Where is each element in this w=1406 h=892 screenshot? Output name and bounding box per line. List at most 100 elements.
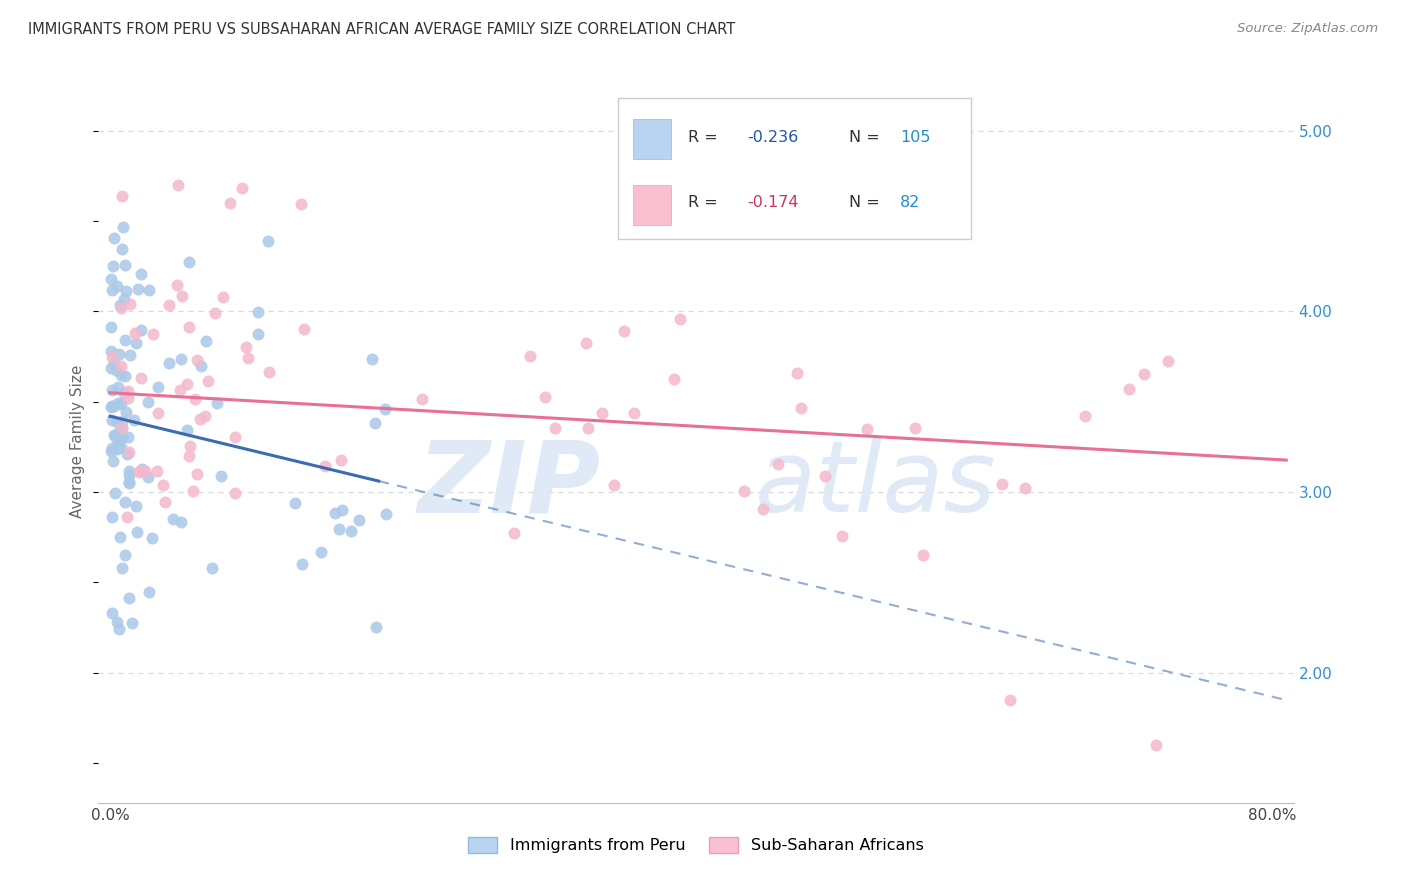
Point xyxy=(112,386,135,401)
Point xyxy=(100,320,122,334)
Text: R =: R = xyxy=(688,195,723,211)
Point xyxy=(290,197,312,211)
Point xyxy=(219,195,242,210)
Point xyxy=(1144,738,1167,752)
Point xyxy=(330,503,353,517)
Point xyxy=(991,477,1014,491)
Point xyxy=(749,143,772,157)
Point xyxy=(127,282,149,296)
Point xyxy=(105,415,128,429)
Point xyxy=(176,376,198,391)
Point xyxy=(1157,354,1180,368)
Point xyxy=(207,396,229,410)
Point xyxy=(591,406,613,420)
Point xyxy=(152,478,174,492)
Point xyxy=(118,591,141,606)
Point xyxy=(107,440,129,454)
Point xyxy=(111,561,134,575)
Point xyxy=(118,476,141,491)
Point xyxy=(503,525,526,540)
Text: N =: N = xyxy=(849,130,880,145)
Point xyxy=(183,392,205,406)
Point xyxy=(101,383,124,397)
Point xyxy=(613,324,636,338)
Point xyxy=(114,333,136,347)
Point xyxy=(224,430,246,444)
Point xyxy=(138,584,160,599)
Point xyxy=(115,510,138,524)
Point xyxy=(204,306,226,320)
Point xyxy=(100,360,122,375)
Point xyxy=(115,446,138,460)
Point xyxy=(519,349,541,363)
FancyBboxPatch shape xyxy=(619,98,972,239)
Point xyxy=(111,242,134,256)
Point xyxy=(364,416,387,430)
Point xyxy=(118,464,141,478)
Point xyxy=(104,363,127,377)
Point xyxy=(129,464,152,478)
Point xyxy=(603,477,626,491)
Point xyxy=(110,301,132,315)
Y-axis label: Average Family Size: Average Family Size xyxy=(70,365,86,518)
Point xyxy=(790,401,813,415)
Point xyxy=(127,524,149,539)
Text: 82: 82 xyxy=(900,195,921,211)
Point xyxy=(114,495,136,509)
Point xyxy=(1118,382,1140,396)
Point xyxy=(142,326,165,341)
Point xyxy=(134,464,156,478)
Point xyxy=(100,272,122,286)
Point xyxy=(190,359,212,373)
Point xyxy=(131,462,153,476)
Point xyxy=(347,513,370,527)
Point xyxy=(112,219,135,234)
Point xyxy=(1000,693,1022,707)
Point xyxy=(314,458,336,473)
Point xyxy=(110,397,132,411)
Text: IMMIGRANTS FROM PERU VS SUBSAHARAN AFRICAN AVERAGE FAMILY SIZE CORRELATION CHART: IMMIGRANTS FROM PERU VS SUBSAHARAN AFRIC… xyxy=(28,22,735,37)
Point xyxy=(108,347,131,361)
Point xyxy=(231,180,253,194)
Point xyxy=(159,356,181,370)
Point xyxy=(100,343,122,358)
Point xyxy=(924,217,946,231)
Point xyxy=(145,464,167,478)
Point xyxy=(108,530,131,544)
Point xyxy=(194,334,217,348)
Point xyxy=(330,453,353,467)
Point xyxy=(291,558,314,572)
Point xyxy=(101,350,124,364)
Point xyxy=(170,515,193,529)
Point xyxy=(117,384,139,398)
Point xyxy=(153,494,176,508)
Point xyxy=(197,374,219,388)
Point xyxy=(105,615,128,630)
Point xyxy=(224,486,246,500)
Point xyxy=(110,359,132,373)
Point xyxy=(194,409,217,423)
Point xyxy=(103,399,125,413)
Point xyxy=(235,340,257,354)
Point xyxy=(114,258,136,272)
Point xyxy=(181,484,204,499)
Point xyxy=(110,368,132,382)
Point xyxy=(170,289,193,303)
Point xyxy=(188,412,211,426)
Point xyxy=(911,548,934,562)
Point xyxy=(246,326,269,341)
Point xyxy=(107,622,129,636)
Point xyxy=(114,549,136,563)
Point xyxy=(141,531,163,545)
Point xyxy=(374,402,396,417)
Point xyxy=(101,283,124,297)
Point xyxy=(111,188,134,202)
Point xyxy=(124,326,146,340)
Point xyxy=(236,351,259,366)
Point xyxy=(1014,481,1036,495)
Point xyxy=(112,292,135,306)
Point xyxy=(257,234,280,248)
Point xyxy=(623,406,645,420)
Point xyxy=(340,524,363,539)
Text: ZIP: ZIP xyxy=(418,436,600,533)
